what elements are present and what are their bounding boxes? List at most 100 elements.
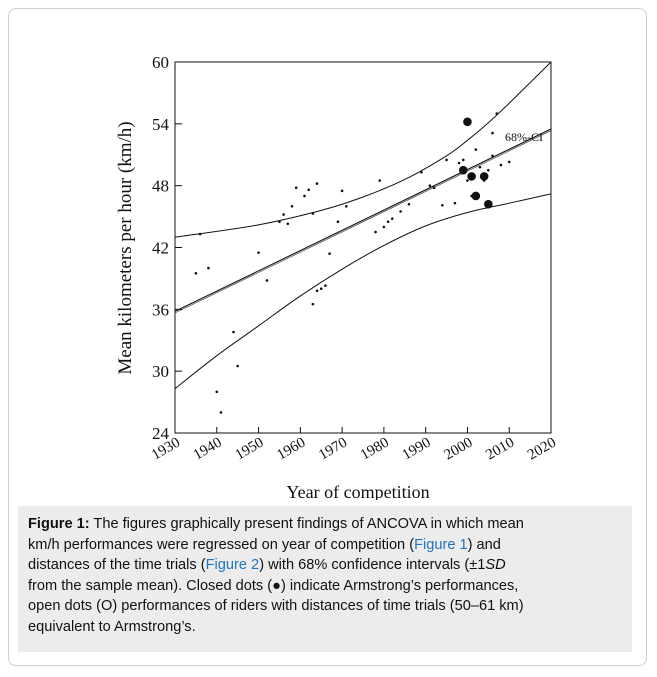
- data-point: [294, 186, 298, 190]
- x-tick-label: 1950: [233, 435, 267, 464]
- data-point: [499, 163, 503, 167]
- data-point: [390, 217, 394, 220]
- y-tick-label: 42: [152, 239, 169, 258]
- data-point: [432, 186, 436, 190]
- caption-text-3a: distances of the time trials (: [28, 557, 206, 573]
- data-point: [491, 131, 494, 135]
- data-point: [328, 252, 331, 255]
- data-point: [461, 158, 465, 162]
- x-tick-label: 1940: [191, 435, 225, 464]
- x-tick-label: 1970: [316, 435, 350, 464]
- y-tick-label: 54: [152, 115, 170, 134]
- data-point: [219, 411, 223, 414]
- data-point: [474, 148, 478, 151]
- caption-line-5: open dots (O) performances of riders wit…: [28, 596, 622, 617]
- figure-1-link[interactable]: Figure 1: [414, 536, 468, 553]
- x-tick-label: 2010: [483, 435, 517, 464]
- data-point: [344, 204, 348, 208]
- armstrong-point: [467, 172, 476, 181]
- data-point: [290, 204, 294, 208]
- data-point: [307, 188, 310, 192]
- data-point: [303, 194, 306, 198]
- data-point: [491, 154, 494, 158]
- figure-caption: Figure 1: The figures graphically presen…: [18, 506, 632, 652]
- data-point: [478, 165, 482, 169]
- data-point: [315, 289, 319, 293]
- data-point: [232, 330, 235, 334]
- caption-line-3: distances of the time trials (Figure 2) …: [28, 555, 622, 576]
- data-point: [453, 201, 457, 205]
- data-point: [487, 168, 490, 172]
- data-point: [315, 182, 319, 185]
- data-point: [311, 212, 315, 215]
- data-point: [441, 203, 444, 207]
- data-point: [286, 222, 290, 226]
- data-point: [428, 184, 432, 187]
- data-point: [311, 302, 315, 306]
- caption-line-6: equivalent to Armstrong’s.: [28, 617, 622, 638]
- regression-curves: [175, 62, 551, 390]
- y-tick-label: 60: [152, 53, 169, 72]
- armstrong-point: [479, 172, 489, 181]
- figure-2-link[interactable]: Figure 2: [205, 557, 260, 573]
- x-axis-ticks: 1930 1940 1950 1960 1970 1980 1990 2000 2010 2020: [149, 427, 559, 463]
- data-point: [495, 112, 498, 115]
- data-point: [236, 364, 239, 368]
- y-tick-label: 30: [152, 362, 169, 381]
- data-point: [507, 160, 511, 164]
- data-point: [420, 170, 423, 174]
- x-tick-label: 1980: [358, 435, 392, 464]
- armstrong-point: [484, 199, 493, 209]
- data-point: [215, 390, 219, 394]
- data-point: [378, 179, 382, 182]
- caption-text-2a: km/h performances were regressed on year…: [28, 536, 415, 553]
- data-point: [407, 202, 411, 206]
- data-point: [382, 225, 386, 229]
- data-point: [340, 189, 344, 193]
- ci-upper-line: [175, 62, 551, 238]
- y-tick-label: 36: [152, 300, 169, 319]
- data-points: [194, 112, 511, 414]
- caption-text-4: from the sample mean). Closed dots (●) i…: [28, 577, 519, 594]
- caption-title: Figure 1:: [28, 516, 90, 532]
- data-point: [265, 279, 269, 282]
- x-tick-label: 1960: [274, 435, 308, 464]
- regression-line: [175, 128, 551, 312]
- caption-text-6: equivalent to Armstrong’s.: [28, 618, 196, 635]
- x-tick-label: 2020: [525, 435, 559, 464]
- ci-lower-line: [175, 193, 551, 390]
- data-point: [399, 210, 402, 213]
- y-axis-title: Mean kilometers per hour (km/h): [115, 121, 136, 374]
- caption-line-4: from the sample mean). Closed dots (●) i…: [28, 576, 622, 597]
- caption-text-5: open dots (O) performances of riders wit…: [28, 598, 524, 614]
- data-point: [198, 232, 202, 236]
- data-point: [257, 251, 260, 254]
- y-tick-label: 24: [152, 424, 170, 443]
- data-point: [445, 158, 448, 162]
- armstrong-point: [463, 117, 472, 127]
- data-point: [457, 161, 461, 165]
- regression-line-alt: [175, 130, 551, 314]
- data-point: [374, 230, 377, 234]
- x-tick-label: 1990: [400, 435, 434, 464]
- ci-annotation: 68%-CI: [505, 130, 543, 144]
- data-point: [278, 220, 281, 224]
- caption-sd: SD: [485, 557, 506, 573]
- caption-text-3b: ) with 68% confidence intervals (±1: [259, 557, 486, 573]
- data-point: [336, 220, 340, 224]
- data-point: [319, 287, 323, 291]
- data-point: [386, 220, 390, 224]
- curve-group: [175, 62, 551, 390]
- data-point: [282, 213, 285, 216]
- y-axis-ticks: 24 30 36 42 48 54 60: [152, 53, 182, 443]
- data-point: [194, 271, 198, 275]
- data-point: [324, 284, 327, 287]
- caption-line-2: km/h performances were regressed on year…: [28, 535, 622, 556]
- armstrong-point: [458, 165, 468, 175]
- data-point: [207, 266, 210, 270]
- caption-text-2b: ) and: [467, 536, 501, 553]
- y-tick-label: 48: [152, 177, 169, 196]
- caption-line-1: Figure 1: The figures graphically presen…: [28, 514, 622, 535]
- x-axis-title: Year of competition: [286, 482, 429, 500]
- caption-text-1: The figures graphically present findings…: [89, 516, 524, 532]
